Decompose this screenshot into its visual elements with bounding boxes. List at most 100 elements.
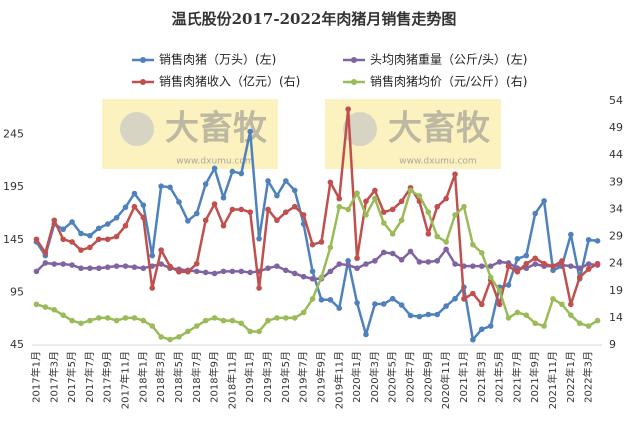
data-point [318, 274, 325, 281]
x-tick-label: 2017年3月 [47, 351, 60, 403]
data-point [461, 296, 467, 302]
data-point [220, 317, 227, 324]
data-point [300, 309, 307, 316]
series-line [35, 107, 599, 306]
data-point [505, 315, 512, 321]
data-point [487, 263, 494, 269]
data-point [193, 210, 200, 217]
data-point [274, 315, 280, 321]
x-tick-label: 2020年7月 [404, 351, 417, 403]
data-point [434, 233, 441, 240]
data-point [211, 315, 218, 321]
data-point [78, 265, 84, 272]
data-point [470, 263, 476, 269]
data-point [87, 232, 93, 239]
data-point [478, 301, 485, 308]
data-point [60, 261, 66, 267]
data-point [398, 257, 405, 263]
data-point [398, 198, 405, 205]
y-tick-label: 145 [3, 233, 24, 246]
data-point [363, 331, 369, 338]
data-point [283, 315, 289, 321]
x-tick-label: 2019年7月 [297, 351, 310, 403]
data-point [69, 317, 75, 324]
y2-tick-label: 54 [609, 94, 623, 107]
data-point [576, 265, 583, 272]
data-point [33, 236, 40, 243]
data-point [568, 231, 574, 238]
data-point [33, 301, 40, 308]
x-tick-label: 2018年1月 [136, 351, 149, 403]
data-point [407, 187, 414, 194]
data-point [122, 222, 129, 229]
data-point [407, 312, 414, 319]
data-point [407, 248, 414, 255]
data-point [158, 334, 164, 340]
x-tick-label: 2019年11月 [332, 351, 345, 409]
data-point [443, 195, 449, 202]
data-point [514, 309, 521, 316]
x-tick-label: 2017年9月 [101, 351, 114, 403]
data-point [496, 301, 503, 308]
data-point [256, 328, 262, 335]
data-point [363, 261, 369, 267]
data-point [176, 199, 182, 205]
data-point [193, 323, 200, 329]
data-point [95, 315, 102, 321]
data-point [122, 315, 129, 321]
data-point [594, 238, 601, 244]
data-point [229, 317, 236, 324]
data-point [425, 311, 432, 318]
data-point [95, 236, 102, 243]
data-point [327, 296, 334, 303]
data-point [283, 209, 289, 215]
data-point [95, 225, 102, 232]
data-point [354, 255, 360, 262]
y2-tick-label: 39 [609, 175, 623, 188]
x-tick-label: 2021年9月 [528, 351, 541, 403]
data-point [559, 258, 565, 264]
data-point [389, 206, 396, 213]
y2-tick-label: 29 [609, 230, 623, 243]
data-point [523, 312, 530, 318]
data-point [193, 260, 200, 267]
data-point [69, 262, 75, 268]
data-point [559, 301, 565, 308]
data-point [202, 317, 209, 324]
data-point [202, 217, 209, 224]
data-point [131, 203, 138, 210]
data-point [291, 203, 298, 210]
data-point [523, 265, 530, 272]
data-point [167, 184, 173, 191]
x-tick-label: 2021年5月 [493, 351, 506, 403]
data-point [452, 171, 458, 177]
data-point [176, 334, 182, 340]
y-tick-label: 45 [10, 338, 24, 351]
data-point [327, 179, 334, 186]
data-point [487, 323, 494, 329]
data-point [167, 336, 173, 343]
data-point [167, 263, 173, 270]
data-point [104, 315, 111, 321]
data-point [309, 268, 316, 275]
data-point [185, 328, 191, 335]
x-tick-label: 2017年11月 [119, 351, 132, 409]
data-point [594, 260, 601, 267]
data-point [389, 295, 396, 302]
data-point [211, 270, 218, 277]
data-point [478, 250, 485, 256]
watermark-url: www.dxumu.com [399, 157, 476, 167]
data-point [345, 262, 351, 268]
data-point [336, 305, 343, 311]
data-point [202, 181, 209, 187]
data-point [247, 128, 254, 135]
data-point [113, 233, 120, 240]
y2-tick-label: 19 [609, 284, 623, 297]
data-point [291, 187, 298, 194]
data-point [345, 258, 351, 264]
data-point [140, 317, 147, 324]
y2-tick-label: 44 [609, 148, 623, 161]
data-point [336, 195, 343, 202]
